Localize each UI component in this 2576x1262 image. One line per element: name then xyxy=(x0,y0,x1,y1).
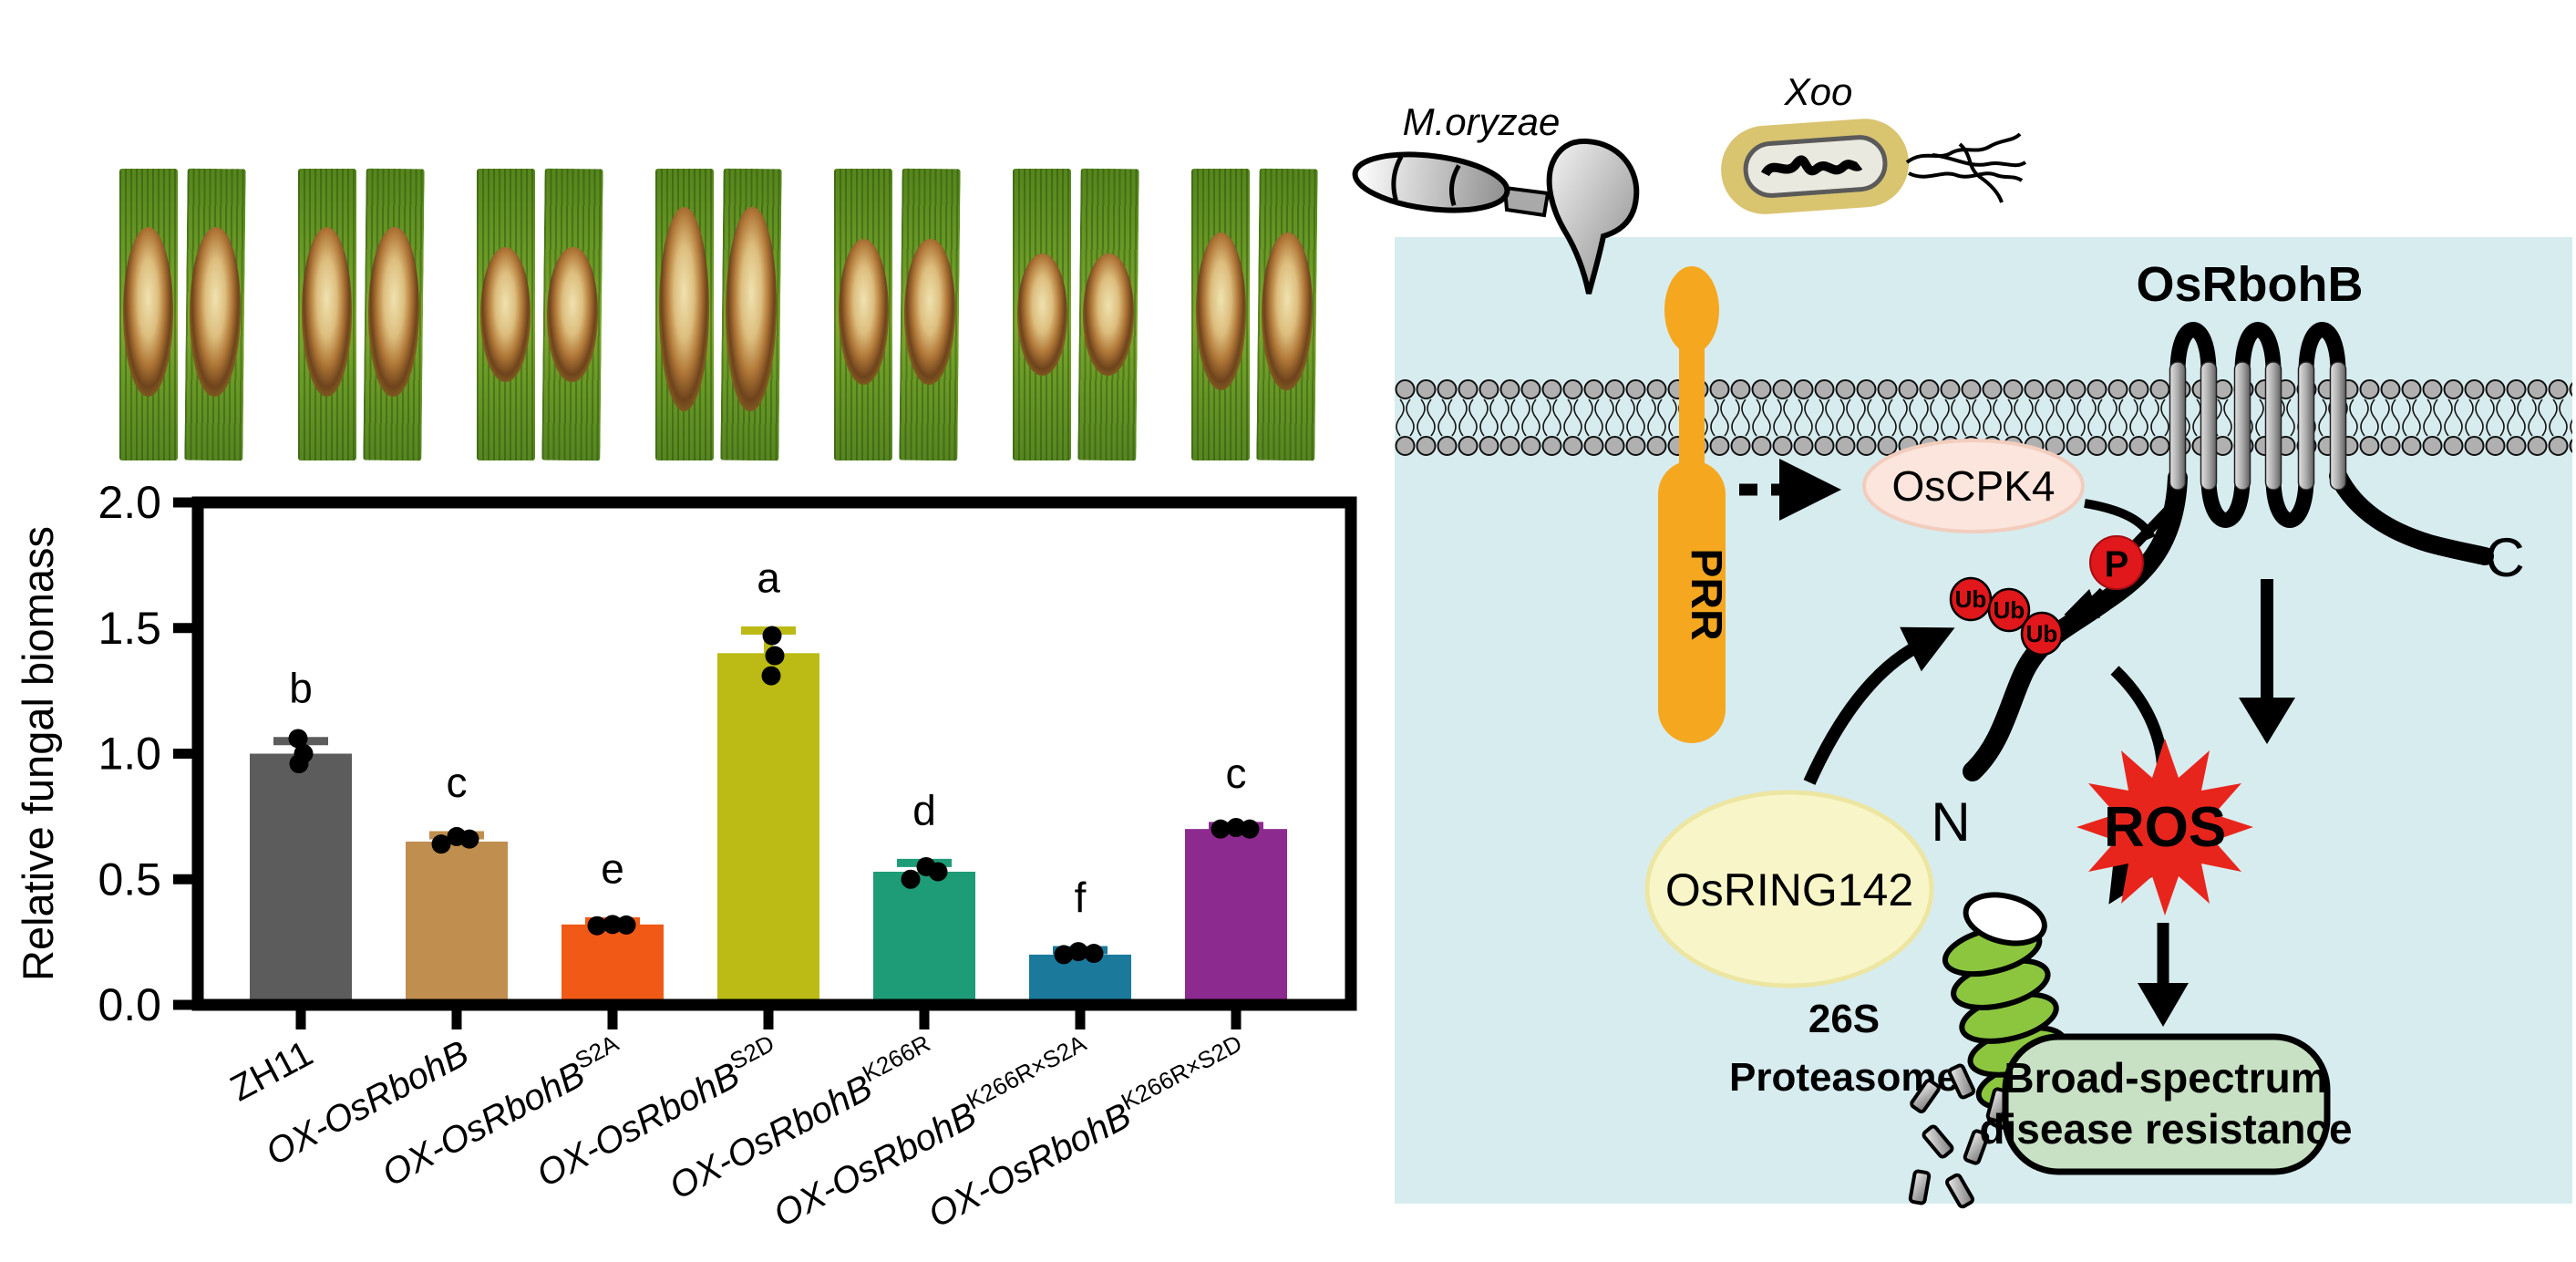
n-terminus-label: N xyxy=(1931,791,1970,853)
fungal-biomass-bar-chart: bZH11cOX-OsRbohBeOX-OsRbohBS2AaOX-OsRboh… xyxy=(14,477,1357,1236)
blast-lesion xyxy=(1195,233,1246,391)
data-point xyxy=(431,834,451,854)
signaling-pathway-diagram: M.oryzae Xoo PRR OsCPK4 xyxy=(1352,70,2572,1209)
rice-leaf xyxy=(297,169,356,460)
rbohb-to-ros-arrow xyxy=(2239,579,2295,744)
significance-letter: e xyxy=(601,845,624,893)
rice-leaf xyxy=(476,169,535,460)
data-point xyxy=(603,915,623,935)
xoo-label: Xoo xyxy=(1784,70,1853,113)
svg-text:Ub: Ub xyxy=(1994,596,2025,624)
data-point xyxy=(1054,945,1074,965)
ros-label: ROS xyxy=(2104,796,2226,859)
y-axis-title: Relative fungal biomass xyxy=(14,526,62,981)
oscpk4-label: OsCPK4 xyxy=(1892,462,2056,510)
data-point xyxy=(1084,944,1104,964)
osrbohb-c-tail xyxy=(2329,467,2494,565)
leaf-panel xyxy=(650,168,785,461)
m-oryzae-spore-icon xyxy=(1352,138,1640,295)
significance-letter: f xyxy=(1075,874,1087,921)
significance-letter: d xyxy=(912,786,936,833)
significance-letter: c xyxy=(1226,750,1247,797)
data-point xyxy=(765,646,785,666)
svg-text:disease resistance: disease resistance xyxy=(1979,1105,2352,1153)
svg-text:P: P xyxy=(2105,544,2129,584)
bar xyxy=(873,871,975,1005)
blast-lesion xyxy=(480,247,531,382)
rice-leaf xyxy=(118,169,178,460)
blast-lesion xyxy=(838,238,889,385)
blast-lesion xyxy=(1016,253,1067,377)
ubiquitin-chain: Ub Ub Ub xyxy=(1949,576,2064,657)
data-point xyxy=(587,915,607,936)
osrbohb-label: OsRbohB xyxy=(2137,257,2364,312)
data-point xyxy=(1240,819,1260,839)
bar xyxy=(717,653,819,1005)
y-tick-label: 0.5 xyxy=(98,853,161,905)
bar xyxy=(406,841,508,1005)
data-point xyxy=(761,666,781,686)
phospho-badge: P xyxy=(2089,535,2144,590)
osring142-label: OsRING142 xyxy=(1665,864,1913,915)
y-tick-label: 1.0 xyxy=(98,729,161,780)
y-tick-label: 0.0 xyxy=(98,979,161,1030)
leaf-panel xyxy=(471,168,606,461)
leaf-panel xyxy=(829,168,964,461)
leaf-photo-strip xyxy=(114,168,1322,461)
svg-text:Broad-spectrum: Broad-spectrum xyxy=(2004,1054,2327,1102)
ros-to-outcome-arrow xyxy=(2138,923,2189,1027)
prr-label: PRR xyxy=(1682,548,1730,640)
significance-letter: a xyxy=(757,554,780,602)
c-terminus-label: C xyxy=(2485,527,2524,588)
data-point xyxy=(901,869,921,889)
degraded-peptide-fragments xyxy=(1908,1063,2011,1209)
phospho-to-ub-arrow xyxy=(2064,587,2107,618)
blast-lesion xyxy=(659,206,710,411)
outcome-box: Broad-spectrum disease resistance xyxy=(1979,1033,2353,1175)
data-point xyxy=(459,829,479,849)
y-tick-label: 2.0 xyxy=(98,477,161,528)
bar xyxy=(562,924,664,1005)
leaf-panel xyxy=(1187,168,1322,461)
rice-leaf xyxy=(834,169,893,460)
data-point xyxy=(1068,942,1088,962)
xoo-flagella-icon xyxy=(1905,132,2027,203)
osring142-node xyxy=(1644,790,1934,988)
significance-letter: b xyxy=(289,665,313,712)
leaf-panel xyxy=(293,168,428,461)
bar xyxy=(1029,954,1131,1005)
ring142-ubiquitination-arrow xyxy=(1803,626,1955,785)
blast-lesion xyxy=(122,227,173,397)
significance-letter: c xyxy=(447,759,468,806)
rice-leaf xyxy=(1191,169,1251,460)
bar xyxy=(250,753,352,1005)
svg-text:Ub: Ub xyxy=(1955,585,1987,613)
x-category-label: ZH11 xyxy=(224,1033,319,1109)
svg-text:Ub: Ub xyxy=(2026,620,2058,647)
leaf-panel xyxy=(114,168,249,461)
data-point xyxy=(1211,819,1231,839)
bar xyxy=(1185,829,1287,1005)
rice-leaf xyxy=(654,169,714,460)
m-oryzae-label: M.oryzae xyxy=(1403,100,1561,143)
data-point xyxy=(289,754,309,774)
proteasome-label-1: 26S xyxy=(1808,997,1880,1041)
rice-leaf xyxy=(1013,169,1072,460)
oscpk4-node xyxy=(1862,439,2085,533)
leaf-panel xyxy=(1008,168,1143,461)
prr-receptor: PRR xyxy=(1658,266,1730,743)
data-point xyxy=(928,862,948,882)
data-point xyxy=(762,626,782,646)
data-point xyxy=(616,915,636,935)
y-tick-label: 1.5 xyxy=(98,603,161,654)
xoo-bacterium-icon xyxy=(1721,119,1909,214)
data-point xyxy=(288,729,308,749)
blast-lesion xyxy=(302,227,353,397)
prr-to-cpk4-arrow xyxy=(1739,459,1841,521)
ros-burst-icon: ROS xyxy=(2076,739,2253,915)
